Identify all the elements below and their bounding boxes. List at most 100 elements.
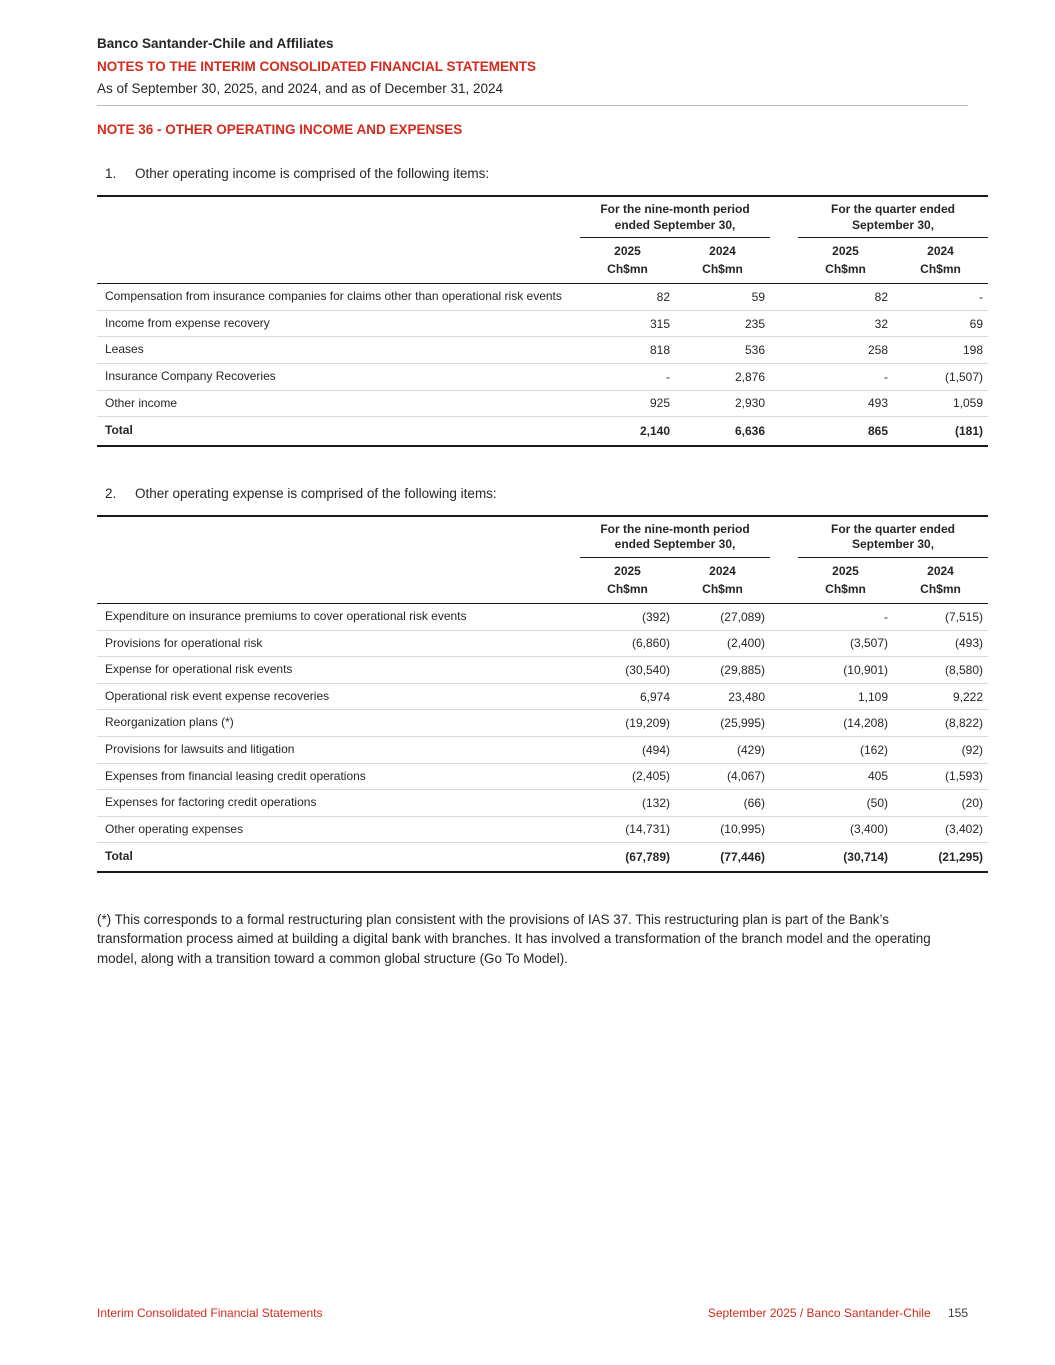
cell-value: 23,480 [675, 683, 770, 711]
cell-value: (8,580) [893, 656, 989, 684]
year-header: 2024 [927, 244, 954, 259]
total-value: (30,714) [798, 842, 893, 873]
cell-value: 315 [580, 310, 675, 338]
total-label: Total [97, 842, 580, 873]
company-name: Banco Santander-Chile and Affiliates [97, 36, 334, 51]
cell-value: 536 [675, 336, 770, 364]
section2-intro-text: Other operating expense is comprised of … [135, 485, 497, 501]
cell-value: 32 [798, 310, 893, 338]
table-row: Expenses for factoring credit operations… [97, 789, 989, 817]
group-header-nine-month: For the nine-month period ended Septembe… [580, 515, 770, 558]
row-label: Reorganization plans (*) [97, 709, 580, 737]
table-row: Operational risk event expense recoverie… [97, 683, 989, 711]
expense-table: For the nine-month period ended Septembe… [97, 514, 989, 873]
cell-value: (7,515) [893, 603, 989, 631]
table-row: Income from expense recovery 315 235 32 … [97, 310, 989, 338]
row-label: Other income [97, 390, 580, 418]
total-value: (181) [893, 416, 989, 447]
cell-value: (8,822) [893, 709, 989, 737]
unit-header: Ch$mn [675, 260, 770, 285]
total-value: 6,636 [675, 416, 770, 447]
cell-value: (3,402) [893, 816, 989, 844]
total-row: Total 2,140 6,636 865 (181) [97, 416, 989, 447]
year-header: 2024 [709, 563, 736, 578]
unit-header: Ch$mn [893, 579, 989, 604]
cell-value: (3,507) [798, 630, 893, 658]
cell-value: (19,209) [580, 709, 675, 737]
header-divider [97, 105, 968, 106]
cell-value: (493) [893, 630, 989, 658]
row-label: Leases [97, 336, 580, 364]
cell-value: 818 [580, 336, 675, 364]
income-table-year-row: 2025 2024 2025 2024 [97, 238, 988, 261]
footer-document-name: Interim Consolidated Financial Statement… [97, 1306, 323, 1320]
restructuring-footnote: (*) This corresponds to a formal restruc… [97, 911, 931, 966]
cell-value: 69 [893, 310, 989, 338]
total-value: 865 [798, 416, 893, 447]
cell-value: (25,995) [675, 709, 770, 737]
total-row: Total (67,789) (77,446) (30,714) (21,295… [97, 842, 989, 873]
unit-header: Ch$mn [893, 260, 989, 285]
row-label: Provisions for lawsuits and litigation [97, 736, 580, 764]
section1-intro-text: Other operating income is comprised of t… [135, 166, 490, 181]
table-row: Expenses from financial leasing credit o… [97, 763, 989, 791]
row-label: Income from expense recovery [97, 310, 580, 338]
year-header: 2024 [927, 563, 954, 578]
income-table: For the nine-month period ended Septembe… [97, 195, 989, 447]
cell-value: 82 [798, 283, 893, 311]
cell-value: (20) [893, 789, 989, 817]
group-header-nine-month: For the nine-month period ended Septembe… [580, 196, 770, 239]
section2-intro: 2. Other operating expense is comprised … [97, 486, 968, 501]
total-value: 2,140 [580, 416, 675, 447]
cell-value: 1,059 [893, 390, 989, 418]
document-page: Banco Santander-Chile and Affiliates NOT… [97, 36, 989, 966]
row-label: Provisions for operational risk [97, 630, 580, 658]
cell-value: (429) [675, 736, 770, 764]
cell-value: 1,109 [798, 683, 893, 711]
cell-value: - [798, 603, 893, 631]
cell-value: (50) [798, 789, 893, 817]
document-subtitle: As of September 30, 2025, and 2024, and … [97, 81, 504, 96]
cell-value: (1,507) [893, 363, 989, 391]
row-label: Operational risk event expense recoverie… [97, 683, 580, 711]
table-row: Provisions for operational risk (6,860) … [97, 630, 989, 658]
cell-value: (2,400) [675, 630, 770, 658]
table-row: Expenditure on insurance premiums to cov… [97, 603, 989, 631]
cell-value: (2,405) [580, 763, 675, 791]
table-row: Insurance Company Recoveries - 2,876 - (… [97, 363, 989, 391]
cell-value: (1,593) [893, 763, 989, 791]
year-header: 2025 [614, 244, 641, 259]
row-label: Compensation from insurance companies fo… [97, 283, 580, 311]
section1-intro: 1. Other operating income is comprised o… [97, 166, 968, 181]
group-header-quarter: For the quarter ended September 30, [798, 196, 989, 239]
cell-value: 405 [798, 763, 893, 791]
cell-value: 6,974 [580, 683, 675, 711]
document-title: NOTES TO THE INTERIM CONSOLIDATED FINANC… [97, 59, 537, 74]
cell-value: (132) [580, 789, 675, 817]
cell-value: 82 [580, 283, 675, 311]
year-header: 2025 [832, 563, 859, 578]
table-row: Compensation from insurance companies fo… [97, 283, 989, 311]
cell-value: 2,930 [675, 390, 770, 418]
cell-value: (29,885) [675, 656, 770, 684]
cell-value: (14,208) [798, 709, 893, 737]
cell-value: - [893, 283, 989, 311]
cell-value: (30,540) [580, 656, 675, 684]
cell-value: (10,995) [675, 816, 770, 844]
table-row: Provisions for lawsuits and litigation (… [97, 736, 989, 764]
table-row: Expense for operational risk events (30,… [97, 656, 989, 684]
year-header: 2025 [832, 244, 859, 259]
year-header: 2024 [709, 244, 736, 259]
cell-value: 2,876 [675, 363, 770, 391]
cell-value: - [798, 363, 893, 391]
cell-value: (27,089) [675, 603, 770, 631]
cell-value: 925 [580, 390, 675, 418]
row-label: Expenses from financial leasing credit o… [97, 763, 580, 791]
total-label: Total [97, 416, 580, 447]
footer-edition: September 2025 / Banco Santander-Chile [707, 1306, 931, 1320]
table-row: Reorganization plans (*) (19,209) (25,99… [97, 709, 989, 737]
expense-table-unit-row: Ch$mn Ch$mn Ch$mn Ch$mn [97, 579, 989, 604]
year-header: 2025 [614, 563, 641, 578]
table-row: Other operating expenses (14,731) (10,99… [97, 816, 989, 844]
row-label: Other operating expenses [97, 816, 580, 844]
